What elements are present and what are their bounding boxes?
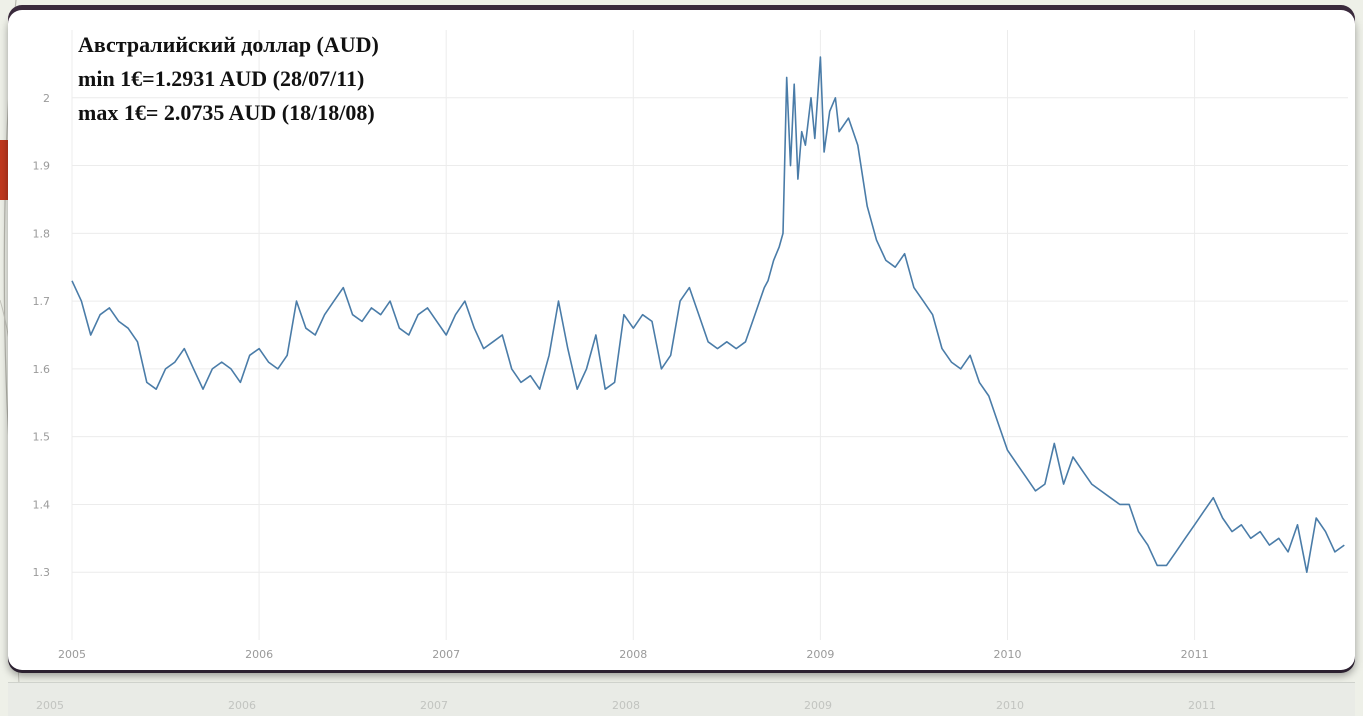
vertical-gridlines: [71, 30, 1196, 640]
ghost-axis-label: 2006: [228, 699, 256, 712]
x-tick-label: 2010: [993, 648, 1021, 661]
ghost-axis-label: 2008: [612, 699, 640, 712]
ghost-axis-label: 2007: [420, 699, 448, 712]
x-tick-label: 2007: [432, 648, 460, 661]
x-tick-label: 2011: [1181, 648, 1209, 661]
reflection-strip: 2005 2006 2007 2008 2009 2010 2011: [8, 682, 1355, 716]
y-tick-label: 1.4: [33, 498, 51, 511]
y-tick-label: 1.6: [33, 363, 51, 376]
ghost-axis-label: 2009: [804, 699, 832, 712]
ghost-axis-label: 2005: [36, 699, 64, 712]
chart-title-line-3: max 1€= 2.0735 AUD (18/18/08): [78, 100, 375, 125]
y-tick-label: 1.5: [33, 431, 51, 444]
x-tick-label: 2009: [806, 648, 834, 661]
chart-card: 1.3 1.4 1.5 1.6 1.7 1.8 1.9 2 2005 2006 2007 2008 2…: [8, 10, 1355, 670]
y-tick-label: 2: [43, 92, 50, 105]
chart-title-line-1: Австралийский доллар (AUD): [78, 32, 379, 57]
y-tick-label: 1.9: [33, 160, 51, 173]
y-tick-label: 1.3: [33, 566, 51, 579]
x-tick-label: 2005: [58, 648, 86, 661]
aud-rate-line: [71, 56, 1345, 573]
chart-title-line-2: min 1€=1.2931 AUD (28/07/11): [78, 66, 365, 91]
slide-accent-bar: [0, 140, 10, 200]
x-axis-tick-labels: 2005 2006 2007 2008 2009 2010 2011: [58, 648, 1209, 661]
y-tick-label: 1.8: [33, 227, 51, 240]
ghost-axis-label: 2011: [1188, 699, 1216, 712]
ghost-axis-label: 2010: [996, 699, 1024, 712]
x-tick-label: 2006: [245, 648, 273, 661]
y-tick-label: 1.7: [33, 295, 51, 308]
y-axis-tick-labels: 1.3 1.4 1.5 1.6 1.7 1.8 1.9 2: [33, 92, 51, 579]
horizontal-gridlines: [72, 97, 1348, 573]
exchange-rate-chart: 1.31.41.51.61.71.81.92 2005 2006 2007 2008 2…: [33, 30, 1348, 661]
x-tick-label: 2008: [619, 648, 647, 661]
